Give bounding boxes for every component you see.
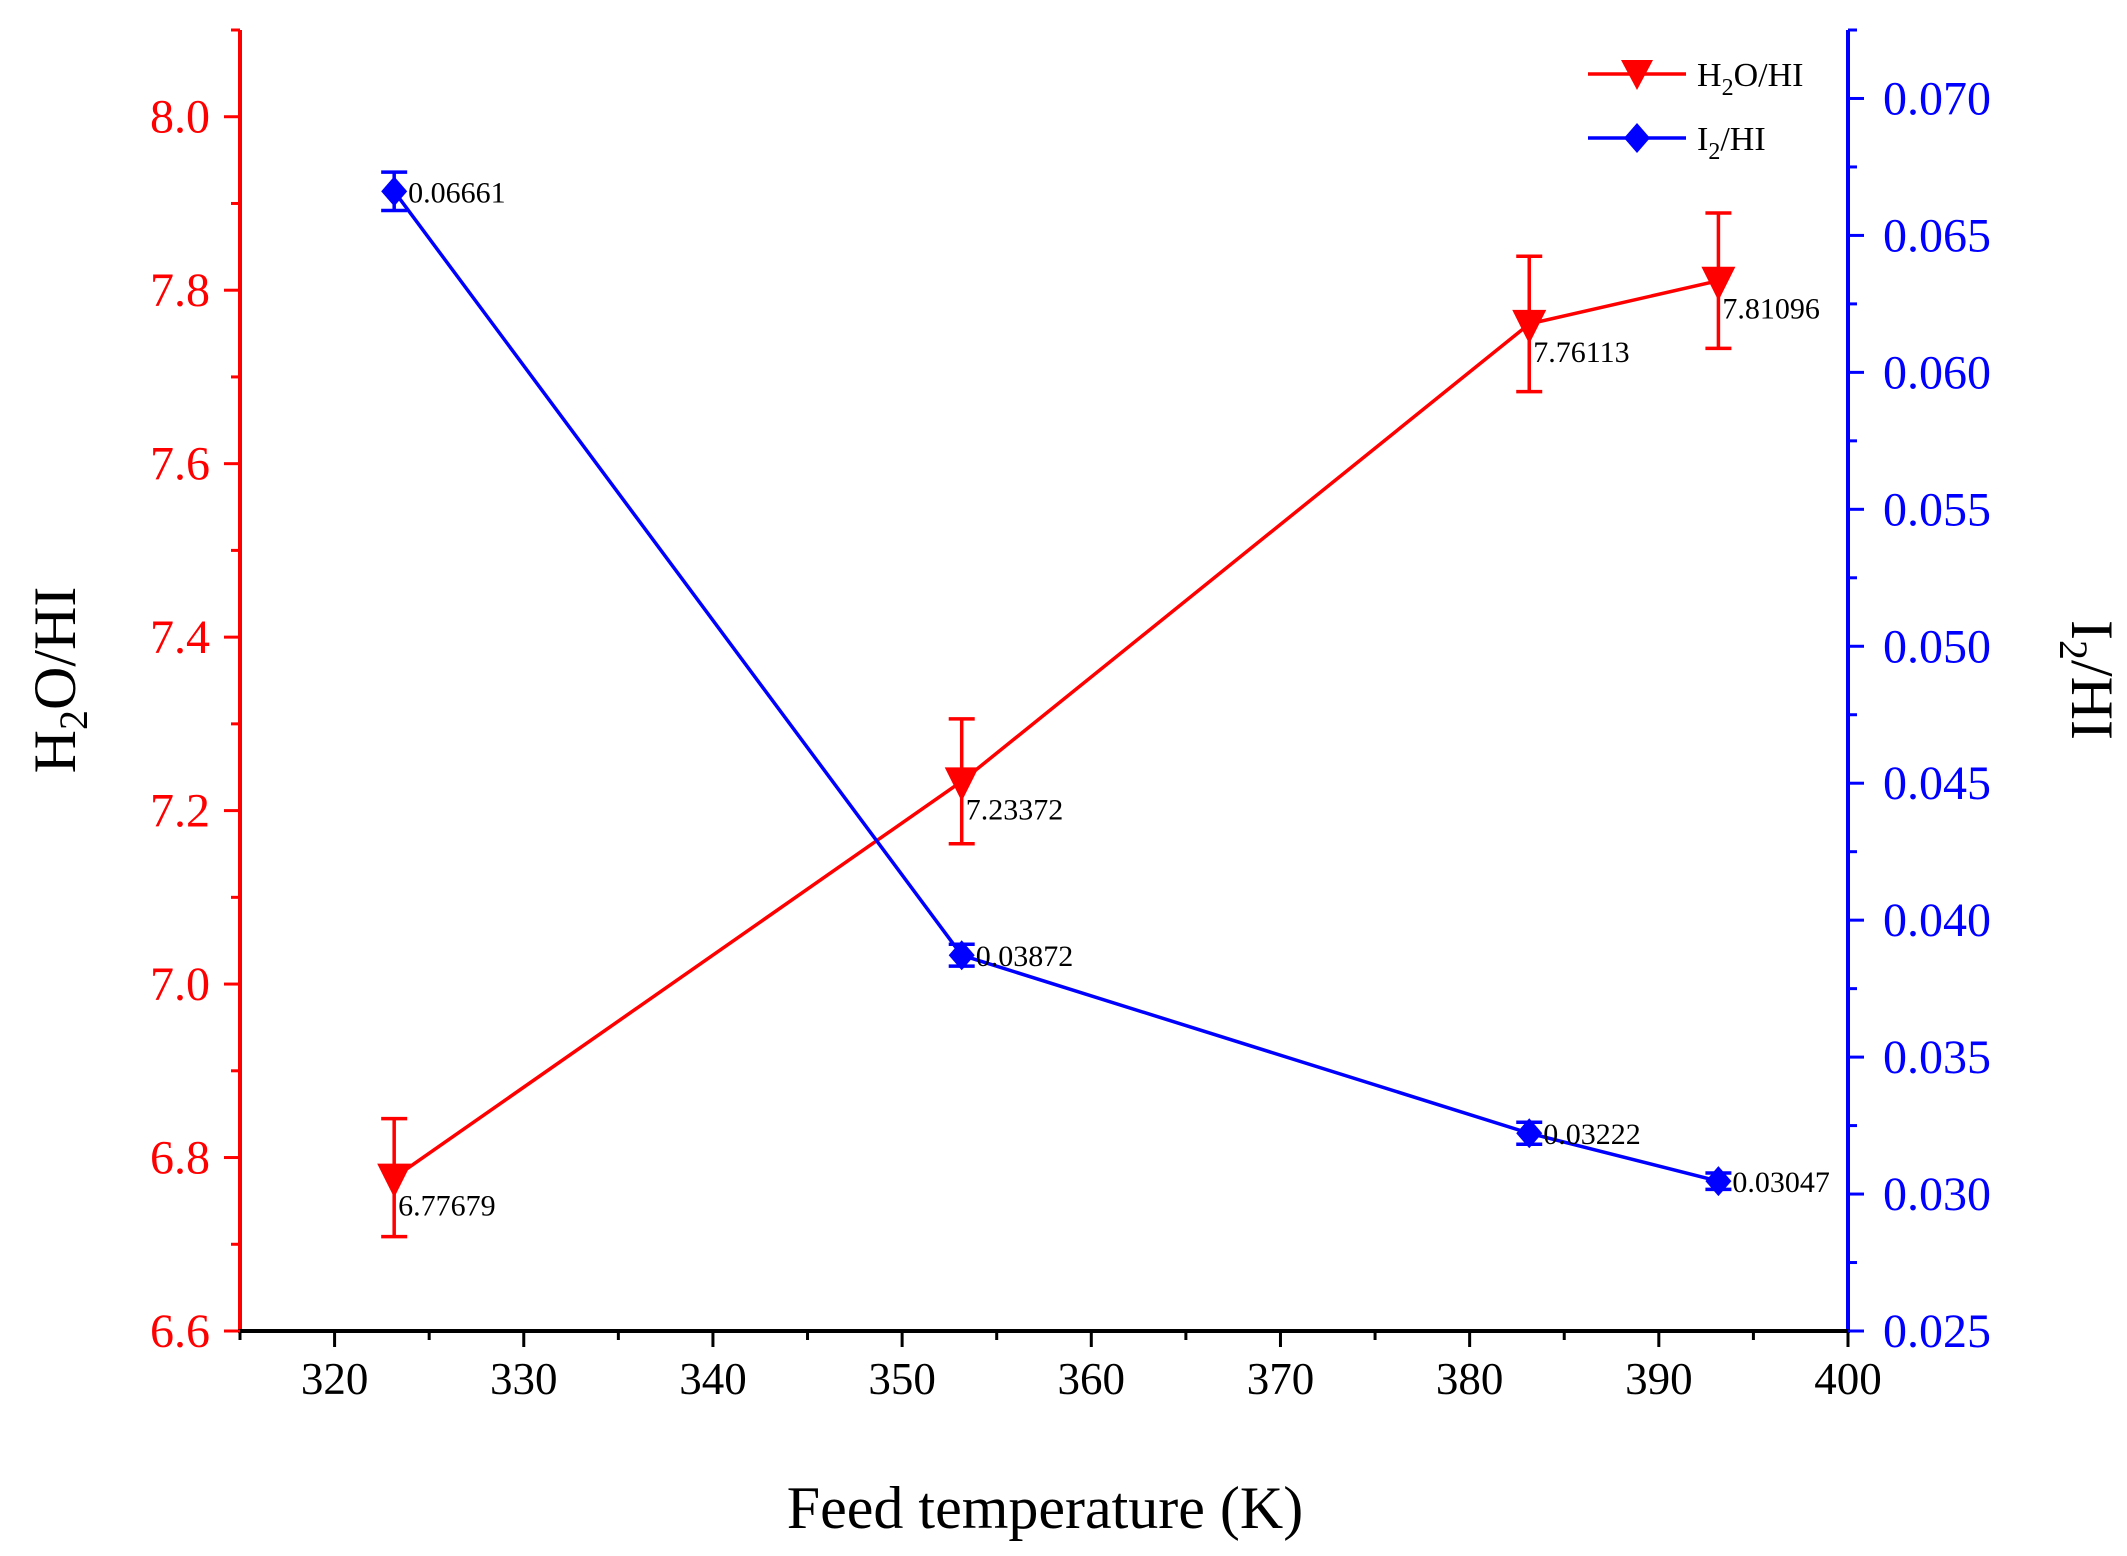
data-label: 6.77679 [398,1190,496,1223]
x-tick-label: 350 [868,1354,936,1404]
x-tick-label: 320 [301,1354,369,1404]
data-label: 7.76113 [1533,336,1629,369]
right-tick-label: 0.035 [1883,1031,1991,1084]
x-tick-label: 340 [679,1354,747,1404]
right-tick-label: 0.055 [1883,483,1991,536]
x-tick-label: 360 [1058,1354,1126,1404]
legend-label: I2/HI [1697,121,1766,165]
left-tick-label: 7.2 [150,785,210,838]
data-label: 0.03222 [1543,1118,1641,1151]
right-tick-label: 0.040 [1883,894,1991,947]
data-label: 7.23372 [966,793,1064,826]
left-tick-label: 6.6 [150,1305,210,1358]
data-label: 7.81096 [1722,293,1820,326]
data-label: 0.03047 [1732,1166,1830,1199]
x-tick-label: 330 [490,1354,558,1404]
legend-marker [1624,123,1650,153]
right-tick-label: 0.060 [1883,346,1991,399]
right-tick-label: 0.025 [1883,1305,1991,1358]
x-axis-title: Feed temperature (K) [787,1475,1303,1541]
right-tick-label: 0.065 [1883,209,1991,262]
data-point [1516,1118,1543,1149]
legend-marker [1621,60,1653,90]
left-tick-label: 7.4 [150,611,210,664]
left-tick-label: 7.6 [150,438,210,491]
data-label: 0.06661 [408,176,506,209]
data-point [1512,309,1547,344]
data-point [944,767,979,802]
legend-label: H2O/HI [1697,57,1803,101]
left-tick-label: 8.0 [150,91,210,144]
left-tick-label: 7.0 [150,958,210,1011]
data-point [381,176,408,207]
x-tick-label: 400 [1814,1354,1882,1404]
x-tick-label: 390 [1625,1354,1693,1404]
data-point [377,1163,412,1198]
x-tick-label: 370 [1247,1354,1315,1404]
series-line-2 [392,190,1719,1183]
legend: H2O/HI I2/HI [1588,57,1803,165]
right-tick-label: 0.030 [1883,1168,1991,1221]
series-line-1 [393,278,1719,1180]
data-point [948,940,975,971]
right-tick-label: 0.045 [1883,757,1991,810]
data-point [1701,266,1736,301]
right-tick-label: 0.070 [1883,72,1991,125]
data-label: 0.03872 [976,940,1074,973]
left-tick-label: 6.8 [150,1132,210,1185]
data-point [1705,1166,1732,1197]
right-tick-label: 0.050 [1883,620,1991,673]
x-tick-label: 380 [1436,1354,1504,1404]
right-axis-title: I2/HI [2051,620,2125,740]
left-tick-label: 7.8 [150,264,210,317]
left-axis-title: H2O/HI [22,587,96,774]
